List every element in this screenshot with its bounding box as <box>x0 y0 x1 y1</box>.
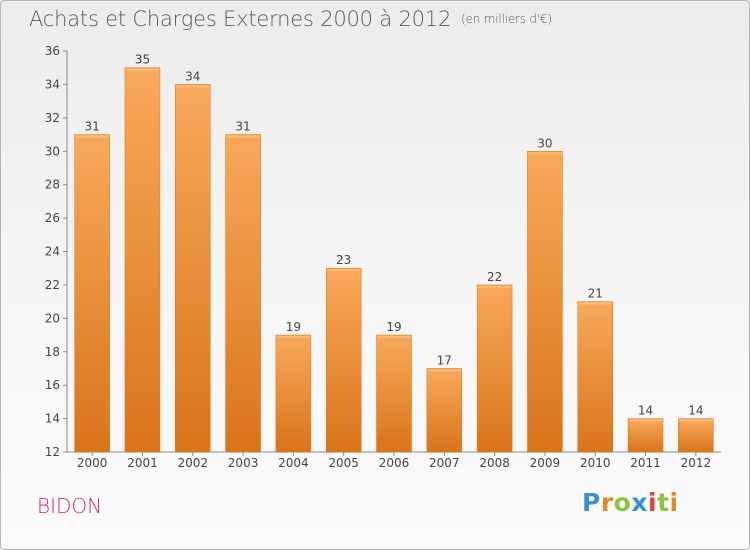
x-tick-label: 2004 <box>278 456 309 470</box>
bar <box>627 418 664 453</box>
value-label: 19 <box>386 320 401 334</box>
bar <box>74 134 110 453</box>
y-tick-label: 32 <box>45 111 60 125</box>
logo-letter: r <box>600 488 614 517</box>
bar <box>527 151 563 453</box>
x-tick-label: 2003 <box>228 456 259 470</box>
chart-title-text: Achats et Charges Externes 2000 à 2012 <box>29 7 452 31</box>
bar-highlight <box>578 302 612 305</box>
y-tick-label: 18 <box>45 345 60 359</box>
proxiti-logo: Proxiti <box>582 488 679 517</box>
value-label: 19 <box>286 320 301 334</box>
chart-title: Achats et Charges Externes 2000 à 2012 (e… <box>29 7 552 31</box>
y-tick-label: 34 <box>45 77 60 91</box>
x-tick-label: 2010 <box>580 456 611 470</box>
value-label: 21 <box>588 287 603 301</box>
logo-letter: o <box>613 488 632 517</box>
y-tick-label: 24 <box>45 245 60 259</box>
value-label: 22 <box>487 270 502 284</box>
x-tick-label: 2002 <box>177 456 208 470</box>
bar <box>476 284 513 453</box>
x-tick-label: 2008 <box>479 456 510 470</box>
bar-highlight <box>528 152 562 155</box>
logo-letter: P <box>582 488 601 517</box>
bar-highlight <box>327 269 361 272</box>
value-label: 35 <box>135 53 150 67</box>
logo-letter: x <box>631 488 648 517</box>
chart-unit: (en milliers d'€) <box>461 12 552 26</box>
bar <box>275 334 312 453</box>
logo-letter: i <box>648 488 658 517</box>
y-tick-label: 12 <box>45 445 60 459</box>
bar <box>376 334 412 453</box>
place-name: BIDON <box>37 494 103 518</box>
bar-highlight <box>125 68 159 71</box>
y-tick-label: 26 <box>45 211 60 225</box>
logo-letter: i <box>669 488 679 517</box>
x-tick-label: 2005 <box>328 456 359 470</box>
bar-highlight <box>679 419 713 422</box>
x-tick-label: 2006 <box>379 456 410 470</box>
bar <box>225 134 261 453</box>
y-tick-label: 36 <box>45 44 60 58</box>
y-tick-label: 20 <box>45 311 60 325</box>
bar <box>325 267 362 453</box>
value-label: 34 <box>185 69 200 83</box>
value-label: 30 <box>537 136 552 150</box>
bar <box>678 418 714 453</box>
value-label: 14 <box>688 404 703 418</box>
x-tick-label: 2007 <box>429 456 460 470</box>
chart-bars <box>74 67 714 453</box>
value-label: 14 <box>638 404 653 418</box>
bar-highlight <box>276 336 310 339</box>
y-tick-label: 30 <box>45 144 60 158</box>
bar <box>124 67 161 453</box>
bar <box>175 84 211 453</box>
x-tick-label: 2000 <box>77 456 108 470</box>
bar <box>577 301 613 453</box>
x-tick-label: 2012 <box>681 456 712 470</box>
bar <box>426 368 463 453</box>
y-tick-label: 16 <box>45 378 60 392</box>
bar-highlight <box>226 135 260 138</box>
y-tick-label: 22 <box>45 278 60 292</box>
value-label: 17 <box>437 353 452 367</box>
x-tick-label: 2011 <box>630 456 661 470</box>
y-tick-label: 14 <box>45 412 60 426</box>
bar-highlight <box>377 336 411 339</box>
value-label: 31 <box>235 120 250 134</box>
y-tick-label: 28 <box>45 178 60 192</box>
value-label: 31 <box>85 120 100 134</box>
chart-axes: 12 14 16 18 20 22 24 26 28 30 32 34 36 2000 2001 2002 20… <box>45 44 721 470</box>
bar-highlight <box>629 419 663 422</box>
chart-value-labels: 31 35 34 31 19 23 19 17 22 30 21 14 14 <box>85 53 704 418</box>
logo-letter: t <box>657 488 670 517</box>
x-tick-label: 2009 <box>530 456 561 470</box>
bar-highlight <box>427 369 461 372</box>
x-tick-label: 2001 <box>127 456 158 470</box>
value-label: 23 <box>336 253 351 267</box>
bar-highlight <box>75 135 109 138</box>
bar-highlight <box>478 285 512 288</box>
bar-highlight <box>176 85 210 88</box>
